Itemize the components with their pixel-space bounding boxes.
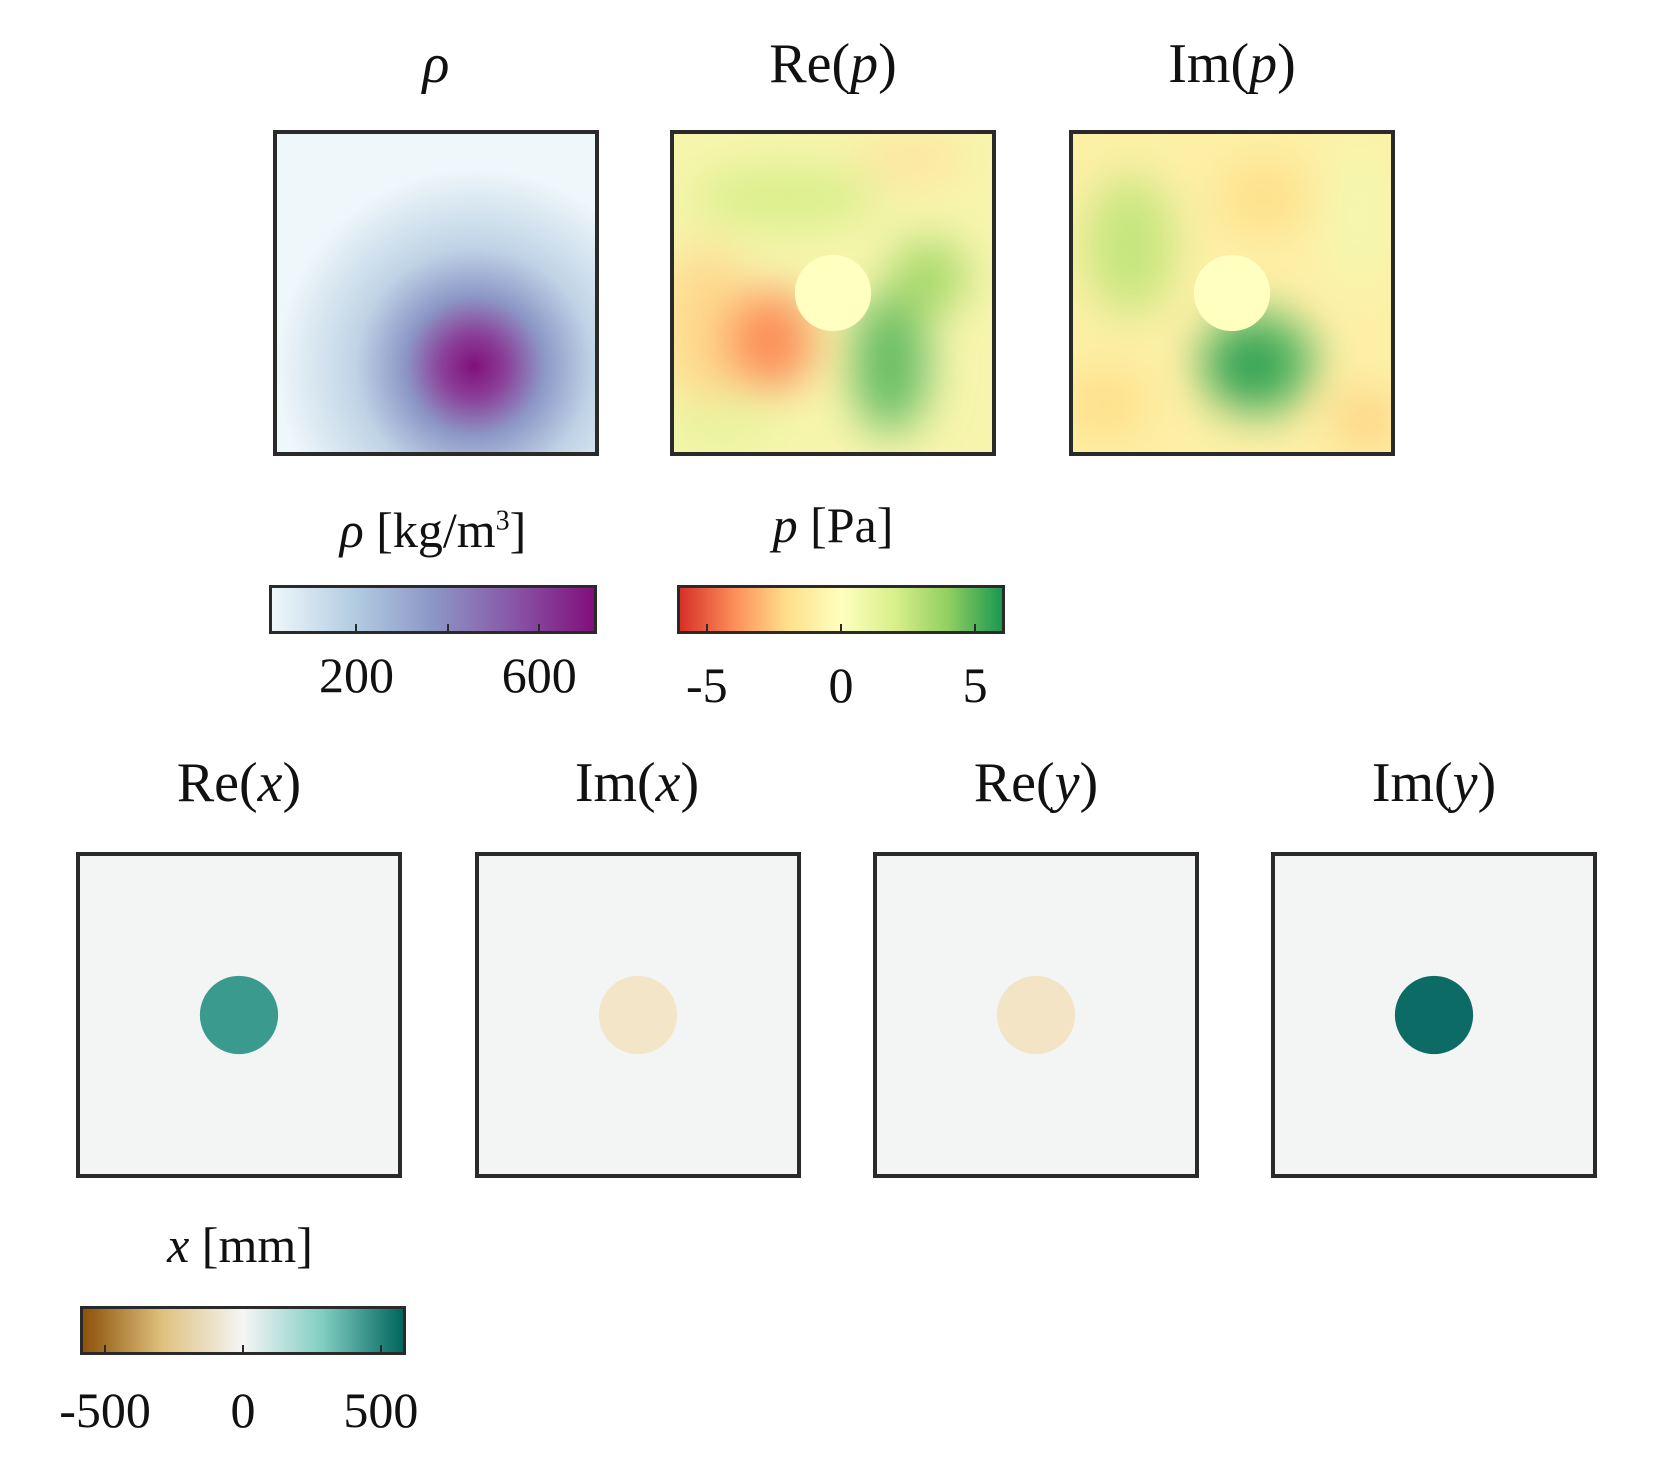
- heatmap-re-y: [873, 852, 1199, 1178]
- title-symbol: p: [1249, 33, 1278, 95]
- colorbar-tick: [840, 624, 842, 631]
- title-prefix: Re(: [973, 752, 1055, 814]
- heatmap-re-y-image: [996, 975, 1076, 1055]
- circle-region: [794, 254, 872, 332]
- colorbar-tick: [104, 1345, 107, 1352]
- heatmap-im-y-image: [1394, 975, 1474, 1055]
- heatmap-im-p: [1069, 130, 1395, 456]
- colorbar-tick-label: 0: [828, 657, 854, 713]
- heatmap-rho-image: [277, 134, 595, 452]
- heatmap-re-x: [76, 852, 402, 1178]
- label-superscript: 3: [495, 505, 510, 537]
- colorbar-tick: [446, 624, 449, 631]
- heatmap-im-x-image: [598, 975, 678, 1055]
- heatmap-re-p: [670, 130, 996, 456]
- title-re-y: Re(y): [836, 755, 1236, 811]
- colorbar-tick-label: 600: [501, 647, 577, 703]
- title-symbol: x: [655, 752, 681, 814]
- label-unit: [kg/m: [363, 502, 496, 558]
- colorbar-tick-label: 500: [343, 1382, 419, 1438]
- colorbar-tick-label: 0: [230, 1382, 256, 1438]
- title-prefix: Im(: [574, 752, 656, 814]
- title-im-x: Im(x): [437, 755, 837, 811]
- title-im-y: Im(y): [1234, 755, 1634, 811]
- title-suffix: ): [878, 33, 897, 95]
- title-symbol: y: [1054, 752, 1080, 814]
- colorbar-x-label: x [mm]: [40, 1220, 440, 1270]
- colorbar-tick: [242, 1345, 244, 1352]
- title-im-p: Im(p): [1032, 36, 1432, 92]
- circle-region: [199, 975, 279, 1055]
- heatmap-im-x: [475, 852, 801, 1178]
- label-symbol: ρ: [339, 502, 364, 558]
- colorbar-x: [80, 1306, 406, 1355]
- title-rho: ρ: [236, 36, 636, 92]
- label-end: ]: [509, 502, 527, 558]
- title-re-p: Re(p): [633, 36, 1033, 92]
- heatmap-re-p-image: [674, 134, 992, 452]
- label-symbol: x: [167, 1217, 190, 1273]
- title-symbol: y: [1452, 752, 1478, 814]
- title-suffix: ): [282, 752, 302, 814]
- colorbar-tick-label: -500: [59, 1382, 151, 1438]
- colorbar-tick-label: -5: [686, 657, 728, 713]
- colorbar-tick: [355, 624, 358, 631]
- title-suffix: ): [680, 752, 700, 814]
- colorbar-tick: [705, 624, 708, 631]
- title-prefix: Re(: [176, 752, 258, 814]
- label-unit: [mm]: [189, 1217, 313, 1273]
- title-re-x: Re(x): [39, 755, 439, 811]
- circle-region: [1193, 254, 1271, 332]
- label-unit: [Pa]: [797, 497, 894, 553]
- colorbar-tick-label: 200: [318, 647, 394, 703]
- title-suffix: ): [1079, 752, 1099, 814]
- heatmap-rho: [273, 130, 599, 456]
- title-prefix: Re(: [769, 33, 851, 95]
- circle-region: [996, 975, 1076, 1055]
- title-prefix: Im(: [1168, 33, 1250, 95]
- colorbar-p: [677, 585, 1005, 634]
- heatmap-im-p-image: [1073, 134, 1391, 452]
- colorbar-tick: [538, 624, 541, 631]
- colorbar-tick: [379, 1345, 382, 1352]
- colorbar-rho: [269, 585, 597, 634]
- title-suffix: ): [1477, 752, 1497, 814]
- circle-region: [1394, 975, 1474, 1055]
- colorbar-tick-label: 5: [962, 657, 988, 713]
- colorbar-p-label: p [Pa]: [633, 500, 1033, 550]
- density-field: [277, 134, 595, 452]
- title-symbol: x: [257, 752, 283, 814]
- heatmap-re-x-image: [199, 975, 279, 1055]
- label-symbol: p: [772, 497, 798, 553]
- title-symbol: ρ: [422, 33, 450, 95]
- colorbar-tick: [974, 624, 977, 631]
- colorbar-rho-label: ρ [kg/m3]: [233, 505, 633, 555]
- title-symbol: p: [850, 33, 879, 95]
- title-prefix: Im(: [1371, 752, 1453, 814]
- heatmap-im-y: [1271, 852, 1597, 1178]
- circle-region: [598, 975, 678, 1055]
- title-suffix: ): [1277, 33, 1296, 95]
